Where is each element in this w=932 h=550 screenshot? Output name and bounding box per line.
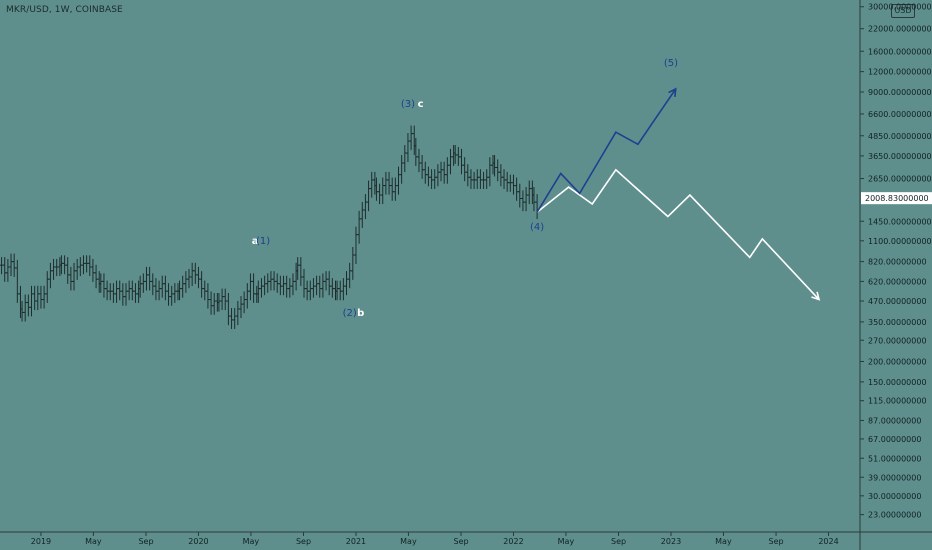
x-tick-label: Sep bbox=[611, 537, 626, 546]
x-tick-label: Sep bbox=[453, 537, 468, 546]
y-tick-label: 12000.00000000 bbox=[868, 68, 932, 77]
wave-label: b bbox=[357, 308, 364, 319]
x-tick-label: 2020 bbox=[188, 537, 208, 546]
y-tick-label: 9000.00000000 bbox=[868, 88, 932, 97]
y-tick-label: 3650.00000000 bbox=[868, 152, 932, 161]
y-tick-label: 620.00000000 bbox=[868, 277, 927, 286]
currency-badge[interactable]: USD bbox=[891, 4, 915, 18]
y-tick-label: 39.00000000 bbox=[868, 473, 921, 482]
x-tick-label: May bbox=[558, 537, 575, 546]
x-tick-label: 2022 bbox=[503, 537, 523, 546]
y-tick-label: 30000.00000000 bbox=[868, 3, 932, 12]
wave-label: a bbox=[252, 236, 259, 247]
wave-label: (1) bbox=[256, 236, 270, 247]
x-tick-label: 2023 bbox=[661, 537, 681, 546]
y-tick-label: 1450.00000000 bbox=[868, 217, 932, 226]
chart-title: MKR/USD, 1W, COINBASE bbox=[6, 5, 123, 15]
blue-projection-path-arrowhead bbox=[668, 87, 677, 97]
x-tick-label: May bbox=[400, 537, 417, 546]
white-projection-path-arrowhead bbox=[811, 291, 821, 301]
y-tick-label: 6600.00000000 bbox=[868, 110, 932, 119]
y-tick-label: 2650.00000000 bbox=[868, 175, 932, 184]
y-tick-label: 470.00000000 bbox=[868, 297, 927, 306]
x-tick-label: Sep bbox=[138, 537, 153, 546]
y-tick-label: 30.00000000 bbox=[868, 492, 921, 501]
y-tick-label: 115.00000000 bbox=[868, 397, 927, 406]
y-tick-label: 22000.00000000 bbox=[868, 25, 932, 34]
x-tick-label: Sep bbox=[769, 537, 784, 546]
x-tick-label: 2019 bbox=[31, 537, 51, 546]
y-tick-label: 350.00000000 bbox=[868, 318, 927, 327]
x-tick-label: May bbox=[85, 537, 102, 546]
wave-label: (4) bbox=[530, 222, 544, 233]
wave-label: (5) bbox=[664, 58, 678, 69]
wave-label: c bbox=[418, 99, 424, 110]
wave-label: (3) bbox=[401, 99, 415, 110]
y-tick-label: 820.00000000 bbox=[868, 258, 927, 267]
x-tick-label: 2024 bbox=[818, 537, 838, 546]
last-price-label: 2008.83000000 bbox=[865, 194, 929, 203]
y-tick-label: 270.00000000 bbox=[868, 336, 927, 345]
x-tick-label: May bbox=[243, 537, 260, 546]
y-tick-label: 67.00000000 bbox=[868, 435, 921, 444]
wave-label: (2) bbox=[343, 308, 357, 319]
white-projection-path bbox=[536, 168, 820, 301]
y-tick-label: 23.00000000 bbox=[868, 511, 921, 520]
y-tick-label: 200.00000000 bbox=[868, 358, 927, 367]
y-tick-label: 4850.00000000 bbox=[868, 132, 932, 141]
y-tick-label: 16000.00000000 bbox=[868, 47, 932, 56]
y-tick-label: 51.00000000 bbox=[868, 454, 921, 463]
y-tick-label: 150.00000000 bbox=[868, 378, 927, 387]
x-tick-label: May bbox=[715, 537, 732, 546]
x-tick-label: Sep bbox=[296, 537, 311, 546]
x-tick-label: 2021 bbox=[346, 537, 366, 546]
last-price-badge bbox=[861, 192, 932, 205]
blue-projection-path bbox=[536, 88, 677, 213]
y-tick-label: 87.00000000 bbox=[868, 416, 921, 425]
y-tick-label: 1100.00000000 bbox=[868, 237, 932, 246]
